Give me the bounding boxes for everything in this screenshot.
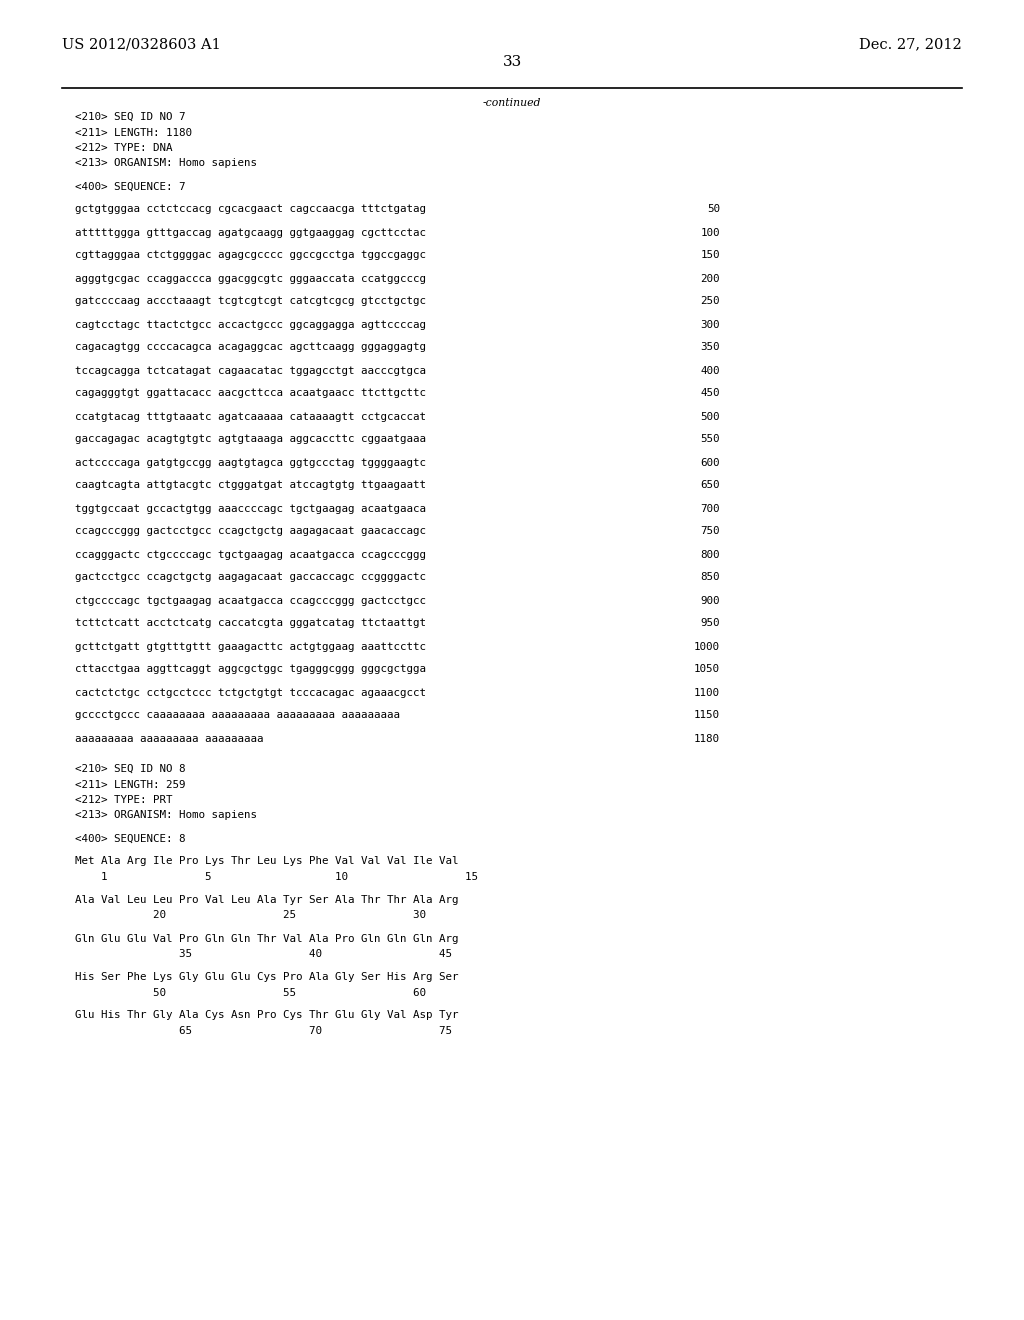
Text: <211> LENGTH: 259: <211> LENGTH: 259 (75, 780, 185, 789)
Text: <400> SEQUENCE: 7: <400> SEQUENCE: 7 (75, 181, 185, 191)
Text: 600: 600 (700, 458, 720, 467)
Text: gcttctgatt gtgtttgttt gaaagacttc actgtggaag aaattccttc: gcttctgatt gtgtttgttt gaaagacttc actgtgg… (75, 642, 426, 652)
Text: ctgccccagc tgctgaagag acaatgacca ccagcccggg gactcctgcc: ctgccccagc tgctgaagag acaatgacca ccagccc… (75, 595, 426, 606)
Text: Glu His Thr Gly Ala Cys Asn Pro Cys Thr Glu Gly Val Asp Tyr: Glu His Thr Gly Ala Cys Asn Pro Cys Thr … (75, 1011, 459, 1020)
Text: atttttggga gtttgaccag agatgcaagg ggtgaaggag cgcttcctac: atttttggga gtttgaccag agatgcaagg ggtgaag… (75, 227, 426, 238)
Text: 900: 900 (700, 595, 720, 606)
Text: cttacctgaa aggttcaggt aggcgctggc tgagggcggg gggcgctgga: cttacctgaa aggttcaggt aggcgctggc tgagggc… (75, 664, 426, 675)
Text: tccagcagga tctcatagat cagaacatac tggagcctgt aacccgtgca: tccagcagga tctcatagat cagaacatac tggagcc… (75, 366, 426, 375)
Text: <213> ORGANISM: Homo sapiens: <213> ORGANISM: Homo sapiens (75, 810, 257, 821)
Text: tcttctcatt acctctcatg caccatcgta gggatcatag ttctaattgt: tcttctcatt acctctcatg caccatcgta gggatca… (75, 619, 426, 628)
Text: gcccctgccc caaaaaaaa aaaaaaaaa aaaaaaaaa aaaaaaaaa: gcccctgccc caaaaaaaa aaaaaaaaa aaaaaaaaa… (75, 710, 400, 721)
Text: agggtgcgac ccaggaccca ggacggcgtc gggaaccata ccatggcccg: agggtgcgac ccaggaccca ggacggcgtc gggaacc… (75, 273, 426, 284)
Text: 1               5                   10                  15: 1 5 10 15 (75, 873, 478, 882)
Text: 500: 500 (700, 412, 720, 421)
Text: Dec. 27, 2012: Dec. 27, 2012 (859, 37, 962, 51)
Text: ccatgtacag tttgtaaatc agatcaaaaa cataaaagtt cctgcaccat: ccatgtacag tttgtaaatc agatcaaaaa cataaaa… (75, 412, 426, 421)
Text: 950: 950 (700, 619, 720, 628)
Text: cagagggtgt ggattacacc aacgcttcca acaatgaacc ttcttgcttc: cagagggtgt ggattacacc aacgcttcca acaatga… (75, 388, 426, 399)
Text: cagtcctagc ttactctgcc accactgccc ggcaggagga agttccccag: cagtcctagc ttactctgcc accactgccc ggcagga… (75, 319, 426, 330)
Text: 400: 400 (700, 366, 720, 375)
Text: <211> LENGTH: 1180: <211> LENGTH: 1180 (75, 128, 193, 137)
Text: 850: 850 (700, 573, 720, 582)
Text: <210> SEQ ID NO 8: <210> SEQ ID NO 8 (75, 764, 185, 774)
Text: tggtgccaat gccactgtgg aaaccccagc tgctgaagag acaatgaaca: tggtgccaat gccactgtgg aaaccccagc tgctgaa… (75, 503, 426, 513)
Text: 1150: 1150 (694, 710, 720, 721)
Text: -continued: -continued (482, 98, 542, 108)
Text: 65                  70                  75: 65 70 75 (75, 1026, 452, 1036)
Text: 250: 250 (700, 297, 720, 306)
Text: 33: 33 (503, 55, 521, 69)
Text: 300: 300 (700, 319, 720, 330)
Text: 700: 700 (700, 503, 720, 513)
Text: 800: 800 (700, 549, 720, 560)
Text: cagacagtgg ccccacagca acagaggcac agcttcaagg gggaggagtg: cagacagtgg ccccacagca acagaggcac agcttca… (75, 342, 426, 352)
Text: 1050: 1050 (694, 664, 720, 675)
Text: 750: 750 (700, 527, 720, 536)
Text: 50                  55                  60: 50 55 60 (75, 987, 426, 998)
Text: 1100: 1100 (694, 688, 720, 697)
Text: 1000: 1000 (694, 642, 720, 652)
Text: gactcctgcc ccagctgctg aagagacaat gaccaccagc ccggggactc: gactcctgcc ccagctgctg aagagacaat gaccacc… (75, 573, 426, 582)
Text: <212> TYPE: DNA: <212> TYPE: DNA (75, 143, 172, 153)
Text: cgttagggaa ctctggggac agagcgcccc ggccgcctga tggccgaggc: cgttagggaa ctctggggac agagcgcccc ggccgcc… (75, 251, 426, 260)
Text: 450: 450 (700, 388, 720, 399)
Text: 200: 200 (700, 273, 720, 284)
Text: <210> SEQ ID NO 7: <210> SEQ ID NO 7 (75, 112, 185, 121)
Text: 150: 150 (700, 251, 720, 260)
Text: gctgtgggaa cctctccacg cgcacgaact cagccaacga tttctgatag: gctgtgggaa cctctccacg cgcacgaact cagccaa… (75, 205, 426, 214)
Text: 550: 550 (700, 434, 720, 445)
Text: <212> TYPE: PRT: <212> TYPE: PRT (75, 795, 172, 805)
Text: cactctctgc cctgcctccc tctgctgtgt tcccacagac agaaacgcct: cactctctgc cctgcctccc tctgctgtgt tcccaca… (75, 688, 426, 697)
Text: Gln Glu Glu Val Pro Gln Gln Thr Val Ala Pro Gln Gln Gln Arg: Gln Glu Glu Val Pro Gln Gln Thr Val Ala … (75, 933, 459, 944)
Text: 1180: 1180 (694, 734, 720, 743)
Text: 350: 350 (700, 342, 720, 352)
Text: <213> ORGANISM: Homo sapiens: <213> ORGANISM: Homo sapiens (75, 158, 257, 169)
Text: 100: 100 (700, 227, 720, 238)
Text: gatccccaag accctaaagt tcgtcgtcgt catcgtcgcg gtcctgctgc: gatccccaag accctaaagt tcgtcgtcgt catcgtc… (75, 297, 426, 306)
Text: gaccagagac acagtgtgtc agtgtaaaga aggcaccttc cggaatgaaa: gaccagagac acagtgtgtc agtgtaaaga aggcacc… (75, 434, 426, 445)
Text: <400> SEQUENCE: 8: <400> SEQUENCE: 8 (75, 833, 185, 843)
Text: Ala Val Leu Leu Pro Val Leu Ala Tyr Ser Ala Thr Thr Ala Arg: Ala Val Leu Leu Pro Val Leu Ala Tyr Ser … (75, 895, 459, 906)
Text: ccagcccggg gactcctgcc ccagctgctg aagagacaat gaacaccagc: ccagcccggg gactcctgcc ccagctgctg aagagac… (75, 527, 426, 536)
Text: US 2012/0328603 A1: US 2012/0328603 A1 (62, 37, 221, 51)
Text: 35                  40                  45: 35 40 45 (75, 949, 452, 960)
Text: ccagggactc ctgccccagc tgctgaagag acaatgacca ccagcccggg: ccagggactc ctgccccagc tgctgaagag acaatga… (75, 549, 426, 560)
Text: 20                  25                  30: 20 25 30 (75, 911, 426, 920)
Text: actccccaga gatgtgccgg aagtgtagca ggtgccctag tggggaagtc: actccccaga gatgtgccgg aagtgtagca ggtgccc… (75, 458, 426, 467)
Text: Met Ala Arg Ile Pro Lys Thr Leu Lys Phe Val Val Val Ile Val: Met Ala Arg Ile Pro Lys Thr Leu Lys Phe … (75, 857, 459, 866)
Text: aaaaaaaaa aaaaaaaaa aaaaaaaaa: aaaaaaaaa aaaaaaaaa aaaaaaaaa (75, 734, 263, 743)
Text: 50: 50 (707, 205, 720, 214)
Text: 650: 650 (700, 480, 720, 491)
Text: His Ser Phe Lys Gly Glu Glu Cys Pro Ala Gly Ser His Arg Ser: His Ser Phe Lys Gly Glu Glu Cys Pro Ala … (75, 972, 459, 982)
Text: caagtcagta attgtacgtc ctgggatgat atccagtgtg ttgaagaatt: caagtcagta attgtacgtc ctgggatgat atccagt… (75, 480, 426, 491)
